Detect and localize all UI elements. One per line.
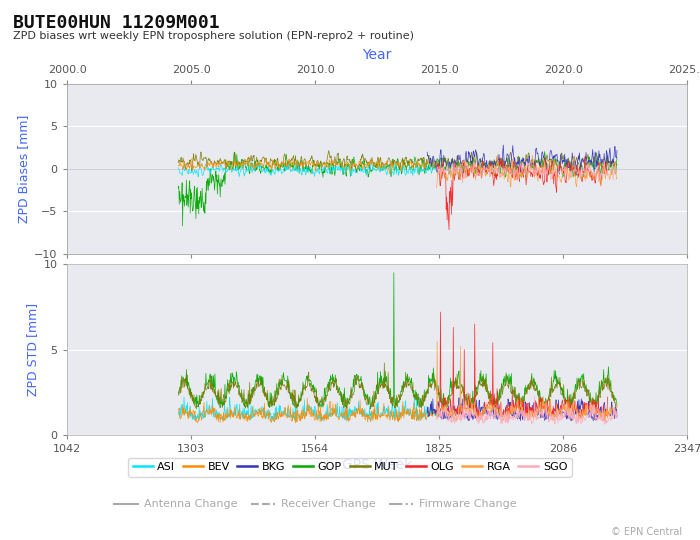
Text: © EPN Central: © EPN Central — [611, 527, 682, 537]
Text: ZPD biases wrt weekly EPN troposphere solution (EPN-repro2 + routine): ZPD biases wrt weekly EPN troposphere so… — [13, 31, 414, 42]
Y-axis label: ZPD STD [mm]: ZPD STD [mm] — [27, 303, 39, 396]
Text: BUTE00HUN 11209M001: BUTE00HUN 11209M001 — [13, 14, 219, 31]
Legend: Antenna Change, Receiver Change, Firmware Change: Antenna Change, Receiver Change, Firmwar… — [109, 495, 521, 514]
Legend: ASI, BEV, BKG, GOP, MUT, OLG, RGA, SGO: ASI, BEV, BKG, GOP, MUT, OLG, RGA, SGO — [128, 458, 572, 477]
X-axis label: Year: Year — [363, 48, 391, 62]
Y-axis label: ZPD Biases [mm]: ZPD Biases [mm] — [17, 114, 30, 223]
X-axis label: GPS Week: GPS Week — [342, 458, 412, 472]
